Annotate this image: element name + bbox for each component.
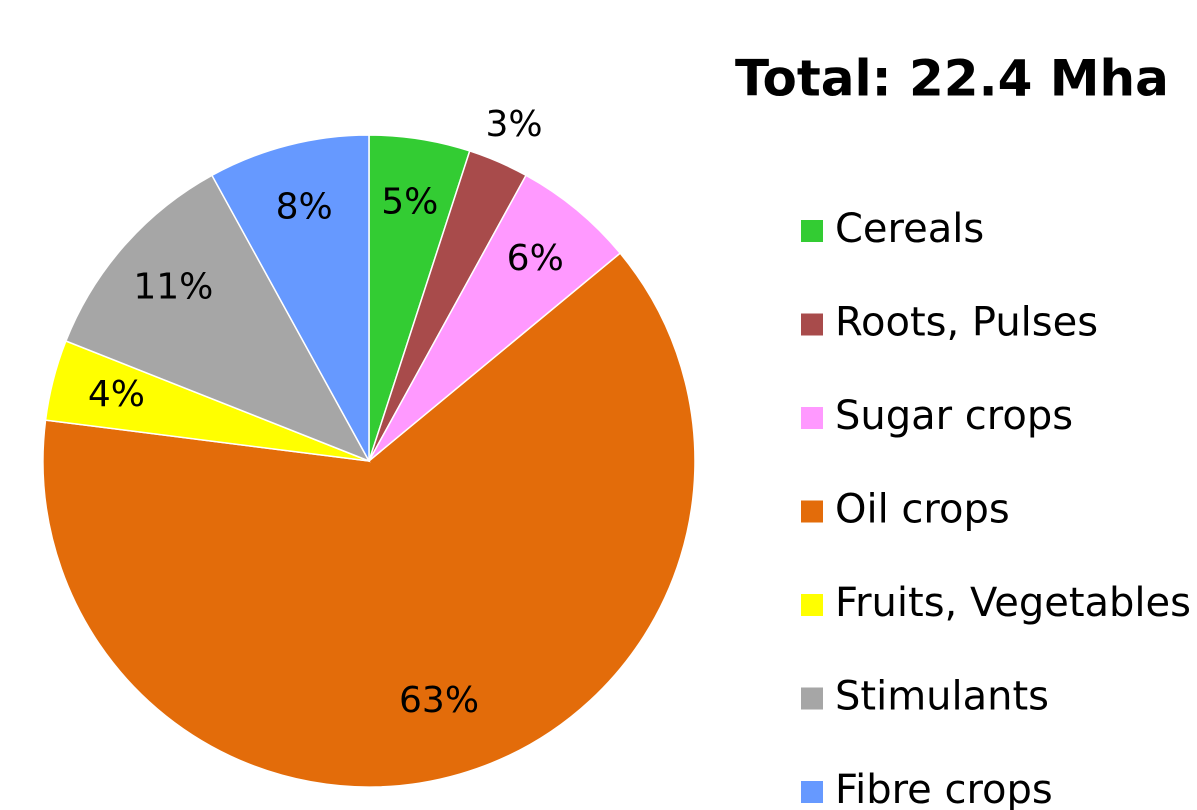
data-label: 63% [399,680,479,721]
data-label: 5% [381,181,438,222]
legend-label: Stimulants [835,674,1049,720]
legend-label: Oil crops [835,487,1010,533]
data-label: 6% [507,238,564,279]
data-label: 8% [276,186,333,227]
data-label: 11% [133,267,213,308]
chart-title: Total: 22.4 Mha [735,50,1169,108]
legend-swatch [801,781,823,803]
legend-swatch [801,313,823,336]
legend-label: Sugar crops [835,393,1073,439]
pie-slice [368,174,622,462]
data-label: 3% [485,104,542,145]
pie-slice [210,134,370,462]
legend-swatch [801,687,823,710]
legend-swatch [801,500,823,523]
legend-label: Roots, Pulses [835,300,1098,346]
legend-swatch [801,594,823,616]
legend-label: Fruits, Vegetables [835,580,1191,626]
legend-label: Fibre crops [835,767,1053,810]
data-label: 4% [88,374,145,415]
legend-swatch [801,407,823,429]
pie-slice [64,174,371,463]
pie-slice [42,252,696,788]
legend-label: Cereals [835,206,984,252]
legend-swatch [801,220,823,242]
